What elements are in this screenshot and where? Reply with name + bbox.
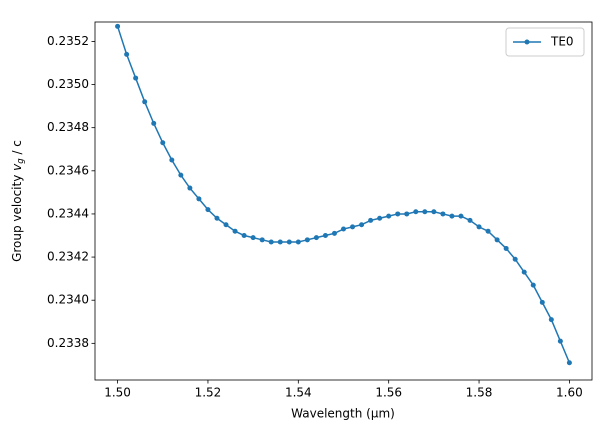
x-tick-label: 1.54 xyxy=(285,386,312,400)
y-tick-label: 0.2346 xyxy=(47,163,89,177)
data-point xyxy=(359,222,365,228)
data-point xyxy=(440,211,446,217)
data-point xyxy=(142,99,148,105)
y-label-text: Group velocity xyxy=(10,171,24,262)
data-point xyxy=(187,185,193,191)
data-point xyxy=(250,235,256,241)
data-point xyxy=(241,233,247,239)
data-point xyxy=(485,228,491,234)
data-point xyxy=(304,237,310,243)
data-point xyxy=(232,228,238,234)
data-point xyxy=(178,172,184,178)
data-point xyxy=(313,235,319,241)
data-point xyxy=(476,224,482,230)
y-tick-label: 0.2348 xyxy=(47,120,89,134)
data-point xyxy=(196,196,202,202)
data-point xyxy=(160,140,166,146)
y-axis-label: Group velocity vg / c xyxy=(10,140,26,262)
legend-box xyxy=(505,27,585,57)
x-tick-label: 1.52 xyxy=(195,386,222,400)
y-tick-label: 0.2344 xyxy=(47,206,89,220)
data-point xyxy=(223,222,229,228)
data-point xyxy=(341,226,346,232)
data-point xyxy=(124,51,130,57)
data-point xyxy=(205,207,211,213)
data-point xyxy=(413,209,419,215)
x-axis-label: Wavelength (μm) xyxy=(291,407,395,421)
data-point xyxy=(151,120,157,126)
data-point xyxy=(395,211,401,217)
data-point xyxy=(277,239,283,245)
data-point xyxy=(512,256,518,262)
data-point xyxy=(539,299,545,305)
y-tick-label: 0.2350 xyxy=(47,77,89,91)
data-point xyxy=(214,215,220,221)
data-point xyxy=(350,224,356,230)
data-point xyxy=(169,157,175,163)
x-tick-label: 1.50 xyxy=(104,386,131,400)
data-point xyxy=(521,269,527,275)
x-tick-label: 1.58 xyxy=(466,386,493,400)
data-point xyxy=(449,213,455,219)
data-point xyxy=(377,215,383,221)
y-label-suffix: / c xyxy=(10,140,24,158)
y-tick-label: 0.2340 xyxy=(47,293,89,307)
data-point xyxy=(368,217,374,223)
data-point xyxy=(530,282,536,288)
data-point xyxy=(386,213,392,219)
data-point xyxy=(115,23,121,29)
data-point xyxy=(286,239,292,245)
data-point xyxy=(431,209,437,215)
data-point xyxy=(467,217,473,223)
y-label-symbol: v xyxy=(10,163,24,171)
y-tick-label: 0.2352 xyxy=(47,34,89,48)
legend-label: TE0 xyxy=(550,35,574,49)
data-point xyxy=(322,233,328,239)
data-line xyxy=(116,26,571,364)
data-point xyxy=(548,317,554,323)
data-point xyxy=(331,230,337,236)
data-point xyxy=(404,211,410,217)
x-tick-label: 1.56 xyxy=(375,386,402,400)
x-tick-label: 1.60 xyxy=(556,386,583,400)
data-point xyxy=(422,209,428,215)
data-point xyxy=(557,338,563,344)
data-point xyxy=(295,239,301,245)
data-point xyxy=(133,75,139,81)
plot-frame xyxy=(94,21,593,381)
y-tick-label: 0.2338 xyxy=(47,336,89,350)
data-point xyxy=(566,360,572,366)
data-point xyxy=(259,237,265,243)
data-point xyxy=(494,237,500,243)
data-point xyxy=(458,213,464,219)
data-point xyxy=(268,239,274,245)
data-point xyxy=(503,245,509,251)
y-tick-label: 0.2342 xyxy=(47,250,89,264)
legend-marker xyxy=(524,39,530,45)
y-label-subscript: g xyxy=(16,158,26,164)
